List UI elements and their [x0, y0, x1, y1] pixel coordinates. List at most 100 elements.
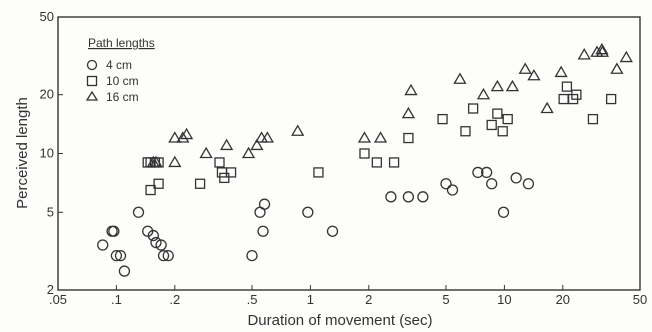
x-tick-label: 20 — [556, 292, 570, 307]
x-tick-label: 10 — [497, 292, 511, 307]
data-point-triangle — [149, 155, 163, 168]
data-point-square — [460, 126, 471, 137]
data-point-square — [219, 172, 230, 184]
data-point-circle — [385, 191, 397, 203]
y-axis-title: Perceived length — [14, 97, 31, 209]
data-point-triangle — [168, 131, 182, 143]
data-point-square — [388, 157, 400, 168]
data-point-square — [467, 103, 479, 114]
data-point-circle — [150, 236, 162, 249]
data-point-circle — [510, 172, 522, 184]
data-point-triangle — [250, 138, 264, 151]
data-point-triangle — [505, 79, 520, 92]
data-point-circle — [155, 239, 167, 251]
data-point-triangle — [220, 138, 234, 151]
data-points — [97, 42, 633, 277]
data-point-square — [145, 184, 156, 196]
data-point-square — [359, 148, 370, 159]
data-point-circle — [157, 249, 170, 262]
data-point-circle — [472, 166, 484, 179]
data-point-square — [225, 167, 237, 178]
data-point-circle — [480, 166, 493, 179]
data-point-triangle — [401, 106, 416, 119]
data-point-circle — [440, 178, 452, 190]
data-point-triangle — [168, 155, 182, 168]
data-point-circle — [446, 184, 459, 196]
data-point-triangle — [453, 72, 467, 84]
data-point-circle — [147, 229, 159, 242]
data-point-circle — [302, 206, 314, 218]
data-point-circle — [486, 178, 498, 190]
data-point-circle — [114, 249, 127, 262]
data-point-triangle — [476, 87, 491, 100]
y-tick-label: 20 — [40, 87, 54, 102]
data-point-square — [571, 89, 582, 100]
x-tick-label: 1 — [307, 292, 314, 307]
data-point-triangle — [619, 50, 633, 63]
x-tick-label: .1 — [111, 292, 122, 307]
legend: Path lengths 4 cm 10 cm 16 cm — [85, 36, 155, 104]
data-point-triangle — [260, 131, 274, 143]
data-point-triangle — [554, 65, 568, 78]
data-point-circle — [132, 206, 145, 218]
data-point-triangle — [595, 42, 609, 55]
legend-label-10cm: 10 cm — [106, 74, 139, 88]
data-point-square — [371, 157, 382, 168]
data-point-square — [313, 167, 324, 178]
x-tick-label: 5 — [442, 292, 449, 307]
data-point-triangle — [176, 131, 190, 143]
data-point-square — [561, 81, 573, 92]
x-tick-label: .2 — [169, 292, 180, 307]
data-point-triangle — [577, 48, 591, 60]
data-point-triangle — [404, 83, 418, 96]
data-point-square — [214, 157, 225, 168]
data-point-square — [216, 167, 228, 178]
data-point-circle — [246, 249, 258, 262]
data-point-circle — [257, 225, 269, 237]
data-point-circle — [417, 191, 429, 203]
y-tick-label: 5 — [47, 204, 54, 219]
data-point-square — [605, 93, 617, 105]
data-point-triangle — [373, 131, 388, 143]
data-point-circle — [118, 265, 131, 277]
data-point-triangle — [595, 45, 610, 57]
x-axis-title: Duration of movement (sec) — [247, 312, 432, 329]
data-point-square — [497, 126, 508, 137]
data-point-triangle — [610, 62, 624, 74]
data-point-square — [502, 113, 513, 125]
data-point-circle — [110, 249, 123, 262]
data-point-square — [492, 108, 503, 119]
data-point-triangle — [527, 68, 541, 81]
legend-label-4cm: 4 cm — [106, 58, 132, 72]
legend-title: Path lengths — [88, 36, 155, 50]
data-point-square — [558, 93, 569, 105]
x-tick-label: .05 — [49, 292, 67, 307]
data-point-square — [486, 119, 497, 131]
data-point-circle — [326, 225, 339, 237]
data-point-triangle — [241, 146, 256, 159]
data-point-triangle — [490, 79, 505, 92]
data-point-circle — [108, 225, 120, 237]
x-tick-label: 50 — [633, 292, 647, 307]
data-point-square — [153, 178, 164, 189]
data-point-square — [587, 113, 599, 125]
axis-ticks: .05 .1 .2 .5 1 2 5 10 20 50 2 5 10 20 50 — [40, 9, 648, 307]
data-point-square — [437, 113, 448, 125]
data-point-circle — [162, 249, 174, 262]
data-point-circle — [258, 198, 271, 210]
data-point-circle — [497, 206, 510, 218]
plot-frame — [57, 16, 641, 291]
data-point-triangle — [179, 127, 194, 140]
data-point-circle — [522, 178, 535, 190]
y-tick-label: 10 — [40, 146, 54, 161]
x-tick-label: 2 — [365, 292, 372, 307]
legend-label-16cm: 16 cm — [106, 90, 139, 104]
data-point-square — [403, 132, 414, 144]
data-point-triangle — [291, 124, 305, 136]
legend-triangle-marker — [85, 90, 99, 101]
legend-square-marker — [86, 75, 98, 87]
y-tick-label: 50 — [40, 9, 54, 24]
y-tick-label: 2 — [47, 282, 54, 297]
